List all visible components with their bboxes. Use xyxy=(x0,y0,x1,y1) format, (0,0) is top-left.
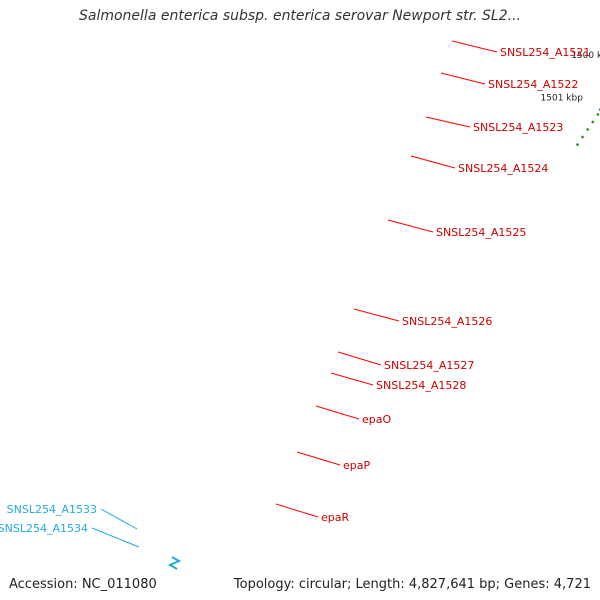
label-leader-line xyxy=(296,451,341,466)
gene-label: SNSL254_A1522 xyxy=(488,78,578,91)
gene-label: SNSL254_A1521 xyxy=(500,46,590,59)
label-leader-line xyxy=(330,372,374,386)
gene-label: SNSL254_A1525 xyxy=(436,226,526,239)
gene-label: SNSL254_A1533 xyxy=(7,503,97,516)
gene-label: SNSL254_A1526 xyxy=(402,315,492,328)
label-leader-line xyxy=(387,219,434,233)
label-leader-line xyxy=(315,405,360,420)
label-leader-line xyxy=(353,308,400,322)
label-leader-line xyxy=(425,116,471,128)
gene-label: SNSL254_A1524 xyxy=(458,162,548,175)
feature-marker-icon xyxy=(167,556,182,570)
map-title: Salmonella enterica subsp. enterica sero… xyxy=(79,8,521,24)
label-leader-line xyxy=(91,527,140,548)
scale-tick-label: 1500 kbp xyxy=(571,51,600,61)
topology-summary: Topology: circular; Length: 4,827,641 bp… xyxy=(233,577,591,592)
scale-tick-label: 1501 kbp xyxy=(541,93,584,103)
gene-label: SNSL254_A1534 xyxy=(0,522,88,535)
gene-label: SNSL254_A1523 xyxy=(473,121,563,134)
gene-label: epaP xyxy=(343,459,370,472)
label-leader-line xyxy=(410,155,456,169)
gene-label: SNSL254_A1527 xyxy=(384,359,474,372)
gene-label: epaO xyxy=(362,413,391,426)
label-leader-line xyxy=(275,503,319,518)
label-leader-line xyxy=(451,40,498,53)
label-leader-line xyxy=(100,508,138,530)
accession-label: Accession: NC_011080 xyxy=(9,577,157,592)
gene-label: SNSL254_A1528 xyxy=(376,379,466,392)
label-leader-line xyxy=(440,72,486,85)
label-leader-line xyxy=(337,351,382,366)
gene-label: epaR xyxy=(321,511,349,524)
